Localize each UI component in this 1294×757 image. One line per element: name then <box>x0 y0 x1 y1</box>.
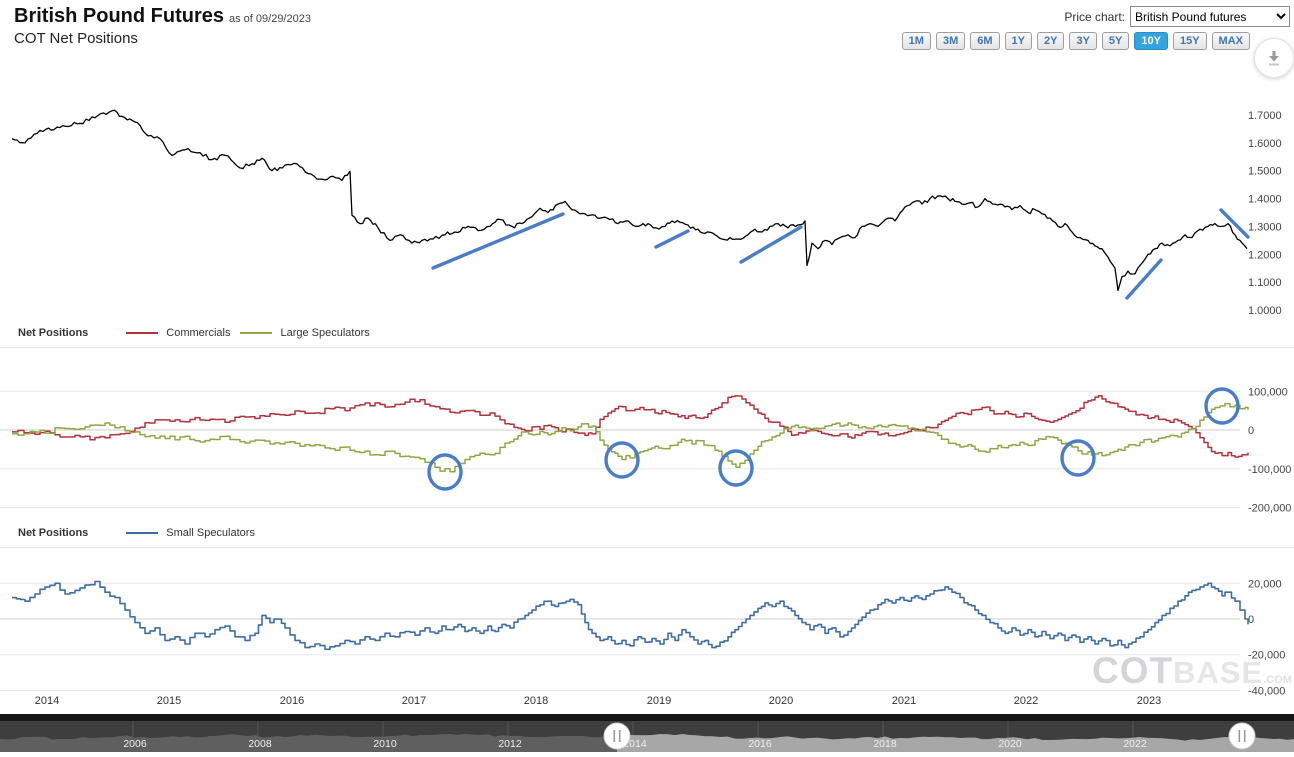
navigator[interactable]: 2006 2008 2010 2012 2014 2016 2018 2020 2022 <box>0 714 1294 757</box>
range-button-15y[interactable]: 15Y <box>1172 32 1207 50</box>
range-button-1y[interactable]: 1Y <box>1004 32 1032 50</box>
range-button-1m[interactable]: 1M <box>901 32 931 50</box>
range-button-5y[interactable]: 5Y <box>1101 32 1130 50</box>
circle-annotation <box>604 441 640 479</box>
trendline-annotation <box>654 229 690 249</box>
navigator-handle-grip <box>618 730 621 742</box>
large-speculators-line <box>12 402 1249 473</box>
range-button-3y[interactable]: 3Y <box>1069 32 1097 50</box>
legend-swatch <box>240 332 273 334</box>
legend-net-positions-main: Net Positions Commercials Large Speculato… <box>18 327 370 339</box>
header: British Pound Futures as of 09/29/2023 <box>14 5 311 28</box>
navigator-handle-circle[interactable] <box>1228 722 1256 750</box>
circle-annotation <box>1204 387 1240 425</box>
range-button-10y[interactable]: 10Y <box>1134 32 1168 50</box>
price-line <box>11 109 1248 292</box>
legend-item-small-speculators[interactable]: Small Speculators <box>126 527 255 539</box>
download-icon <box>1269 51 1279 66</box>
navigator-year-label: 2006 <box>123 738 147 750</box>
x-axis-year-label: 2019 <box>647 695 671 707</box>
legend-label: Small Speculators <box>166 527 255 539</box>
price-chart-select[interactable]: British Pound futures <box>1130 6 1290 27</box>
range-button-2y[interactable]: 2Y <box>1036 32 1065 50</box>
legend-net-positions-small: Net Positions Small Speculators <box>18 527 255 539</box>
navigator-year-label: 2022 <box>1123 738 1147 750</box>
price-chart[interactable]: 1.7000 1.6000 1.5000 1.4000 1.3000 1.2000 1.10… <box>0 60 1294 322</box>
legend-title: Net Positions <box>18 527 89 539</box>
divider <box>0 347 1294 348</box>
trendline-annotation <box>1125 258 1163 300</box>
commercials-large-speculators-chart[interactable]: 100,000 0 -100,000 -200,000 <box>0 350 1294 522</box>
navigator-year-label: 2016 <box>748 738 772 750</box>
price-chart-label: Price chart: <box>1064 9 1125 24</box>
navigator-handle-grip <box>1243 730 1246 742</box>
price-axis-label: 1.5000 <box>1248 166 1282 178</box>
navigator-handle-left[interactable] <box>603 722 631 750</box>
as-of-date: as of 09/29/2023 <box>229 13 311 25</box>
navigator-year-label: 2018 <box>873 738 897 750</box>
chart-subtitle: COT Net Positions <box>14 30 138 47</box>
navigator-handle-circle[interactable] <box>603 722 631 750</box>
download-button[interactable] <box>1254 38 1294 78</box>
net-positions-axis-label: 20,000 <box>1248 578 1282 590</box>
small-speculators-chart[interactable]: 20,000 0 -20,000 -40,000 2014 2015 2016 2017 201… <box>0 548 1294 714</box>
x-axis-year-label: 2021 <box>892 695 916 707</box>
x-axis-year-label: 2023 <box>1137 695 1161 707</box>
legend-item-commercials[interactable]: Commercials <box>126 327 230 339</box>
commercials-line <box>12 395 1249 458</box>
price-axis-label: 1.3000 <box>1248 221 1282 233</box>
navigator-handle-right[interactable] <box>1228 722 1256 750</box>
x-axis-year-label: 2017 <box>402 695 426 707</box>
range-button-max[interactable]: MAX <box>1211 32 1250 50</box>
navigator-handle-grip <box>1238 730 1241 742</box>
small-speculators-line <box>12 580 1249 651</box>
trendline-annotation <box>739 225 803 264</box>
circle-annotation <box>718 449 754 487</box>
price-axis-label: 1.0000 <box>1248 305 1282 317</box>
trendline-annotation <box>1219 208 1250 239</box>
x-axis-year-label: 2022 <box>1014 695 1038 707</box>
x-axis-year-label: 2014 <box>35 695 59 707</box>
net-positions-axis-label: 100,000 <box>1248 386 1288 398</box>
trendline-annotation <box>431 212 565 270</box>
legend-label: Large Speculators <box>280 327 370 339</box>
legend-title: Net Positions <box>18 327 89 339</box>
legend-label: Commercials <box>166 327 231 339</box>
net-positions-axis-label: 0 <box>1248 614 1254 626</box>
net-positions-axis-label: 0 <box>1248 425 1254 437</box>
navigator-year-label: 2010 <box>373 738 397 750</box>
legend-item-large-speculators[interactable]: Large Speculators <box>240 327 370 339</box>
circle-annotation <box>427 453 463 491</box>
net-positions-axis-label: -40,000 <box>1248 685 1285 697</box>
price-axis-label: 1.6000 <box>1248 138 1282 150</box>
range-button-row: 1M 3M 6M 1Y 2Y 3Y 5Y 10Y 15Y MAX <box>901 32 1250 50</box>
navigator-year-label: 2008 <box>248 738 272 750</box>
net-positions-axis-label: -200,000 <box>1248 503 1291 515</box>
navigator-series-selected <box>617 734 1294 752</box>
price-axis-label: 1.7000 <box>1248 110 1282 122</box>
price-chart-selector-row: Price chart: British Pound futures <box>1064 6 1290 27</box>
x-axis-year-label: 2015 <box>157 695 181 707</box>
price-axis-label: 1.2000 <box>1248 249 1282 261</box>
navigator-year-label: 2020 <box>998 738 1022 750</box>
page-title: British Pound Futures <box>14 5 224 27</box>
legend-swatch <box>126 332 159 334</box>
price-axis-label: 1.4000 <box>1248 194 1282 206</box>
range-button-3m[interactable]: 3M <box>935 32 966 50</box>
x-axis-year-label: 2018 <box>524 695 548 707</box>
circle-annotation <box>1060 439 1096 477</box>
navigator-top-strip <box>0 714 1294 721</box>
x-axis-year-label: 2016 <box>280 695 304 707</box>
net-positions-axis-label: -100,000 <box>1248 464 1291 476</box>
range-button-6m[interactable]: 6M <box>970 32 1000 50</box>
price-axis-label: 1.1000 <box>1248 277 1282 289</box>
legend-swatch <box>126 532 159 534</box>
net-positions-axis-label: -20,000 <box>1248 650 1285 662</box>
divider <box>0 547 1294 548</box>
x-axis-year-label: 2020 <box>769 695 793 707</box>
navigator-year-label: 2012 <box>498 738 522 750</box>
navigator-handle-grip <box>613 730 616 742</box>
